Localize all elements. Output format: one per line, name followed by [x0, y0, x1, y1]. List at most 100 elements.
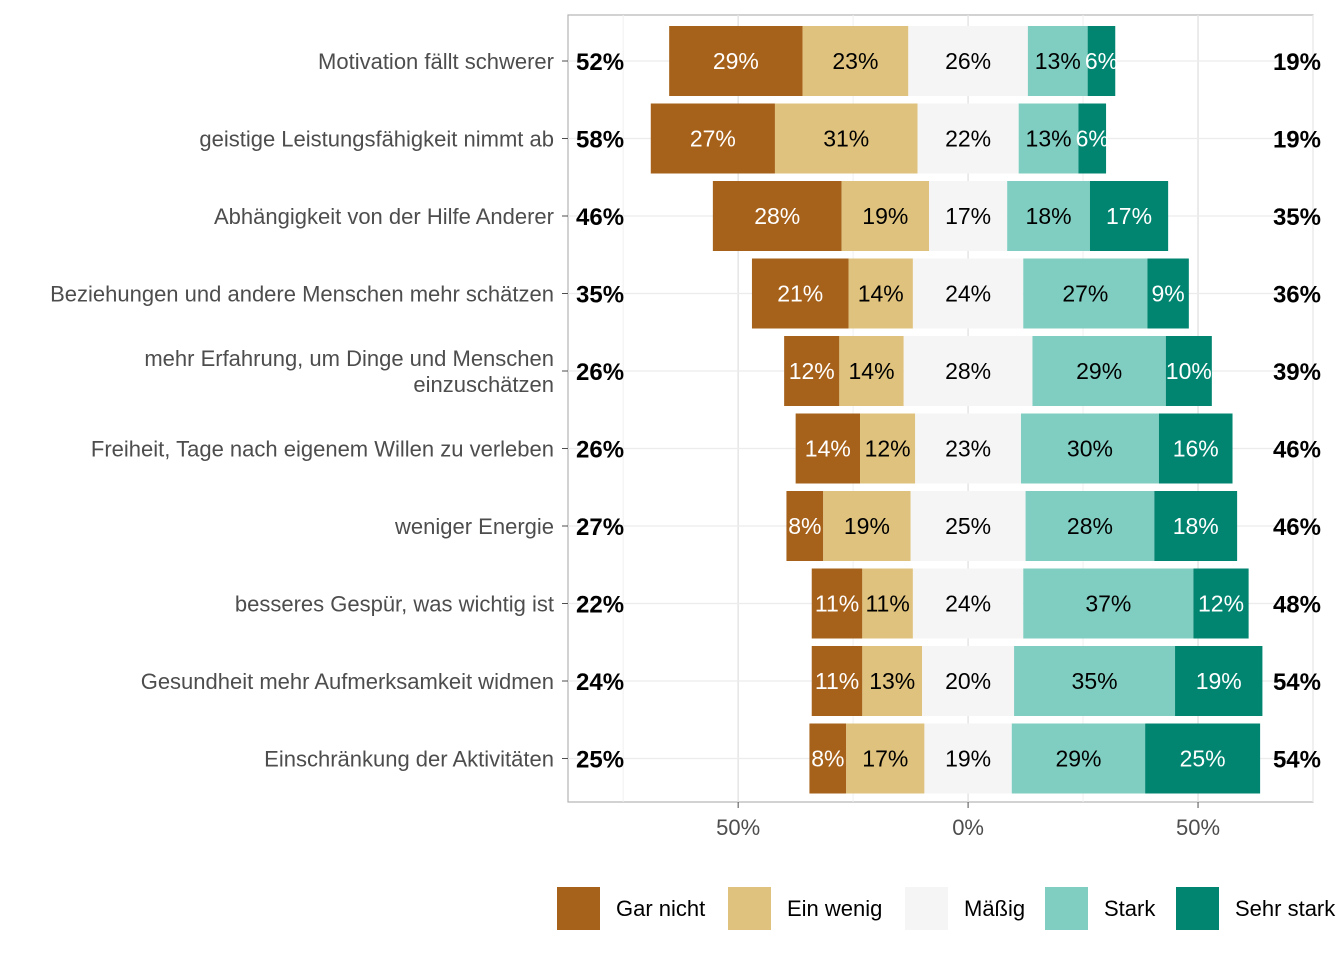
bar-value-label: 13% [1035, 48, 1081, 74]
bar-value-label: 28% [754, 203, 800, 229]
bar-value-label: 11% [865, 591, 909, 617]
right-total-label: 39% [1273, 359, 1321, 386]
bar-segment [846, 723, 925, 794]
bar-value-label: 14% [805, 436, 851, 462]
bar-segment [908, 26, 1028, 96]
bar-segment [1089, 181, 1169, 251]
bar-value-label: 25% [1180, 746, 1226, 772]
bar-value-label: 16% [1173, 436, 1219, 462]
bar-segment [1023, 258, 1148, 329]
bar-segment [924, 723, 1012, 794]
bar-segment [1193, 568, 1249, 639]
bar-value-label: 22% [945, 126, 991, 152]
bar-segment [848, 258, 913, 329]
right-total-label: 46% [1273, 514, 1321, 541]
bar-value-label: 12% [789, 358, 835, 384]
bar-segment [1032, 336, 1166, 406]
bar-value-label: 17% [862, 746, 908, 772]
category-label: geistige Leistungsfähigkeit nimmt ab [199, 127, 554, 152]
category-label: Beziehungen und andere Menschen mehr sch… [50, 282, 554, 307]
bar-segment [1023, 568, 1194, 639]
bar-value-label: 27% [690, 126, 736, 152]
bar-value-label: 19% [945, 746, 991, 772]
bar-segment [922, 646, 1015, 716]
bar-segment [1147, 258, 1189, 329]
category-label: Freiheit, Tage nach eigenem Willen zu ve… [91, 437, 554, 462]
bar-segment [823, 491, 911, 561]
legend-swatch [905, 887, 948, 930]
bar-segment [860, 413, 916, 484]
bar-value-label: 24% [945, 591, 991, 617]
x-tick-label: 50% [1176, 815, 1220, 840]
bar-segment [1087, 26, 1116, 96]
bar-segment [795, 413, 861, 484]
legend-label: Ein wenig [787, 896, 882, 921]
bar-segment [712, 181, 842, 251]
bar-value-label: 29% [1076, 358, 1122, 384]
right-total-label: 36% [1273, 282, 1321, 309]
right-total-label: 48% [1273, 592, 1321, 619]
bar-value-label: 37% [1085, 591, 1131, 617]
bar-segment [786, 491, 824, 561]
bar-value-label: 17% [1106, 203, 1152, 229]
bar-value-label: 6% [1076, 126, 1109, 152]
bar-segment [915, 413, 1021, 484]
bar-value-label: 12% [865, 436, 911, 462]
legend-swatch [728, 887, 771, 930]
bar-value-label: 14% [858, 281, 904, 307]
bar-segment [839, 336, 904, 406]
bar-value-label: 28% [1067, 513, 1113, 539]
bar-segment [751, 258, 849, 329]
right-total-label: 35% [1273, 204, 1321, 231]
bar-value-label: 18% [1173, 513, 1219, 539]
bar-value-label: 29% [1055, 746, 1101, 772]
bar-value-label: 14% [848, 358, 894, 384]
bar-value-label: 13% [869, 668, 915, 694]
right-total-label: 46% [1273, 437, 1321, 464]
bar-value-label: 21% [777, 281, 823, 307]
bar-segment [1078, 103, 1107, 174]
left-total-label: 52% [576, 49, 624, 76]
bar-segment [802, 26, 909, 96]
bar-value-label: 9% [1152, 281, 1185, 307]
bar-segment [669, 26, 803, 96]
bar-segment [862, 646, 923, 716]
bar-value-label: 26% [945, 48, 991, 74]
category-label: besseres Gespür, was wichtig ist [235, 592, 554, 617]
legend-label: Gar nicht [616, 896, 705, 921]
bar-value-label: 29% [713, 48, 759, 74]
bar-segment [903, 336, 1033, 406]
left-total-label: 26% [576, 359, 624, 386]
category-label: einzuschätzen [413, 372, 554, 397]
left-total-label: 22% [576, 592, 624, 619]
bar-segment [862, 568, 913, 639]
bar-value-label: 27% [1062, 281, 1108, 307]
bar-segment [1018, 103, 1079, 174]
legend-swatch [1045, 887, 1088, 930]
bar-segment [1145, 723, 1261, 794]
bar-value-label: 6% [1085, 48, 1118, 74]
legend-label: Sehr stark [1235, 896, 1336, 921]
bar-value-label: 11% [815, 668, 859, 694]
bar-segment [784, 336, 840, 406]
bar-segment [841, 181, 930, 251]
left-total-label: 27% [576, 514, 624, 541]
bar-value-label: 30% [1067, 436, 1113, 462]
bar-segment [929, 181, 1008, 251]
bar-segment [917, 103, 1019, 174]
left-total-label: 26% [576, 437, 624, 464]
bar-segment [1007, 181, 1090, 251]
legend-label: Mäßig [964, 896, 1025, 921]
bar-segment [1011, 723, 1146, 794]
category-label: Motivation fällt schwerer [318, 49, 554, 74]
left-total-label: 35% [576, 282, 624, 309]
bar-segment [1014, 646, 1176, 716]
bar-segment [1158, 413, 1233, 484]
category-label: Abhängigkeit von der Hilfe Anderer [214, 204, 554, 229]
category-label: Einschränkung der Aktivitäten [264, 747, 554, 772]
bar-value-label: 19% [862, 203, 908, 229]
category-label: weniger Energie [394, 514, 554, 539]
bar-value-label: 8% [811, 746, 844, 772]
category-label: Gesundheit mehr Aufmerksamkeit widmen [141, 669, 554, 694]
